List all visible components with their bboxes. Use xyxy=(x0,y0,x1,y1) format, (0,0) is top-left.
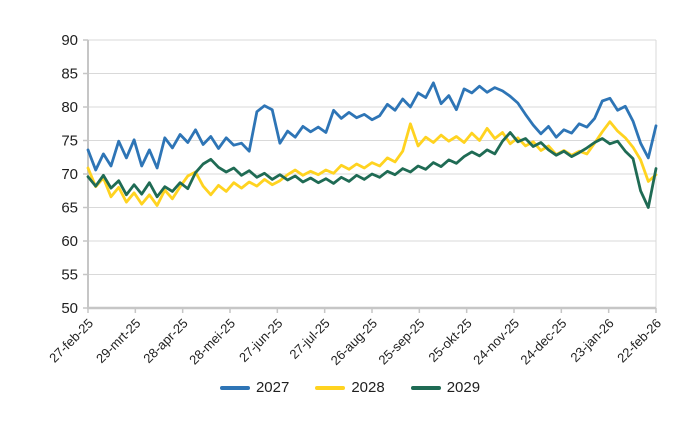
legend-swatch-2027 xyxy=(219,385,250,390)
y-axis-label-80: 80 xyxy=(61,99,78,116)
x-axis-label-9: 24-nov-25 xyxy=(470,316,522,368)
y-axis-label-85: 85 xyxy=(61,66,78,83)
legend-swatch-2028 xyxy=(315,385,346,390)
legend-swatch-2029 xyxy=(410,385,441,390)
y-axis-label-60: 60 xyxy=(61,233,78,250)
legend-item-2028: 2028 xyxy=(315,379,385,396)
x-axis-label-6: 26-aug-25 xyxy=(328,316,381,369)
y-axis-label-70: 70 xyxy=(61,166,78,183)
y-axis-label-90: 90 xyxy=(61,32,78,49)
legend-item-2027: 2027 xyxy=(219,379,290,396)
x-axis-label-8: 25-okt-25 xyxy=(425,316,474,365)
legend-label-2027: 2027 xyxy=(255,379,290,396)
y-axis-label-50: 50 xyxy=(61,300,78,317)
legend-label-2028: 2028 xyxy=(351,379,385,396)
x-axis-label-0: 27-feb-25 xyxy=(46,316,96,366)
y-axis-label-75: 75 xyxy=(61,133,78,150)
x-axis-label-5: 27-jul-25 xyxy=(286,316,332,362)
y-axis-label-55: 55 xyxy=(61,267,78,284)
series-line-2027 xyxy=(86,81,658,172)
x-axis-label-10: 24-dec-25 xyxy=(517,316,569,368)
x-axis-label-12: 22-feb-26 xyxy=(614,316,664,366)
x-axis-label-4: 27-jun-25 xyxy=(236,316,285,365)
x-axis-label-2: 28-apr-25 xyxy=(140,316,190,366)
legend-label-2029: 2029 xyxy=(446,379,481,396)
x-axis-label-11: 23-jan-26 xyxy=(567,316,616,365)
x-axis-label-7: 25-sep-25 xyxy=(375,316,427,368)
y-axis-label-65: 65 xyxy=(61,200,78,217)
x-axis-label-1: 29-mrt-25 xyxy=(93,316,143,366)
series-line-2029 xyxy=(86,131,658,209)
x-axis-label-3: 28-mei-25 xyxy=(186,316,238,368)
chart-legend: 2027 2028 2029 xyxy=(0,379,700,396)
legend-item-2029: 2029 xyxy=(410,379,481,396)
